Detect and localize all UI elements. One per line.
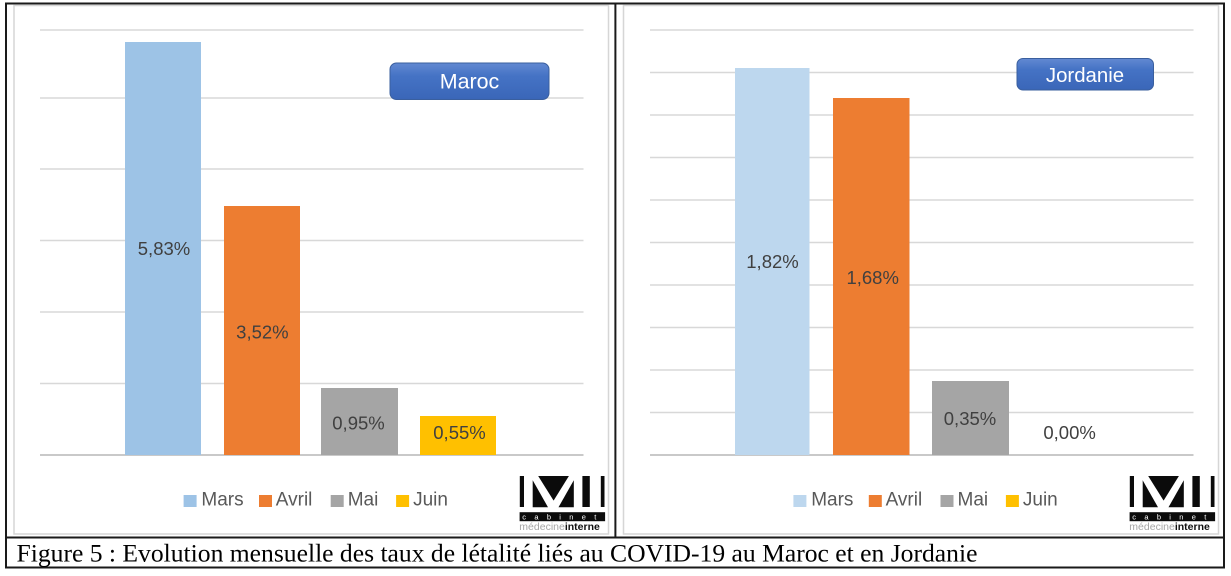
svg-text:5,83%: 5,83% bbox=[138, 238, 190, 259]
svg-text:Juin: Juin bbox=[1023, 490, 1058, 511]
svg-text:Juin: Juin bbox=[413, 490, 448, 511]
svg-text:0,95%: 0,95% bbox=[332, 412, 384, 433]
svg-text:médecineinterne: médecineinterne bbox=[1129, 521, 1210, 533]
svg-text:1,82%: 1,82% bbox=[746, 251, 798, 272]
svg-text:Mai: Mai bbox=[958, 490, 989, 511]
svg-text:Jordanie: Jordanie bbox=[1046, 65, 1124, 87]
svg-text:1,68%: 1,68% bbox=[846, 267, 898, 288]
svg-text:Figure 5 : Evolution mensuelle: Figure 5 : Evolution mensuelle des taux … bbox=[17, 539, 978, 568]
svg-text:cabinet: cabinet bbox=[522, 513, 604, 522]
svg-text:médecineinterne: médecineinterne bbox=[519, 521, 600, 533]
svg-text:Avril: Avril bbox=[886, 490, 923, 511]
svg-text:cabinet: cabinet bbox=[1132, 513, 1214, 522]
svg-text:Mai: Mai bbox=[348, 490, 379, 511]
svg-text:0,00%: 0,00% bbox=[1043, 422, 1095, 443]
svg-text:Mars: Mars bbox=[201, 490, 243, 511]
svg-text:3,52%: 3,52% bbox=[236, 322, 288, 343]
svg-text:Avril: Avril bbox=[276, 490, 313, 511]
svg-text:Mars: Mars bbox=[811, 490, 853, 511]
svg-text:0,55%: 0,55% bbox=[433, 422, 485, 443]
svg-text:Maroc: Maroc bbox=[440, 70, 500, 94]
svg-text:0,35%: 0,35% bbox=[944, 408, 996, 429]
